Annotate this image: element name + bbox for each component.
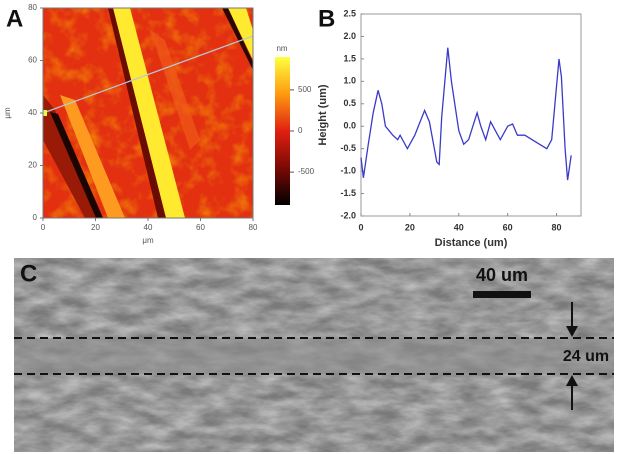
y-tick-label: 40 [28, 108, 37, 117]
y-tick-label: -2.0 [340, 210, 356, 220]
y-tick-label: 0 [33, 213, 38, 222]
y-tick-label: 0.0 [343, 121, 356, 131]
x-tick-label: 0 [358, 222, 363, 232]
x-axis-label: Distance (um) [435, 237, 508, 249]
y-tick-label: 2.5 [343, 8, 356, 18]
panel-label: A [6, 5, 23, 32]
y-tick-label: 80 [28, 3, 37, 12]
colorbar-tick-label: -500 [298, 167, 315, 176]
y-tick-label: 0.5 [343, 98, 356, 108]
y-axis-label: Height (um) [317, 84, 329, 145]
x-tick-label: 40 [454, 222, 464, 232]
sem-image [14, 258, 614, 452]
panel-label: C [20, 260, 37, 287]
y-axis-label: μm [3, 107, 12, 119]
colorbar [275, 57, 290, 205]
y-tick-label: -1.5 [340, 188, 356, 198]
colorbar-label: nm [276, 44, 287, 53]
line-series [360, 47, 572, 181]
x-tick-label: 80 [552, 222, 562, 232]
plot-frame [360, 13, 582, 217]
x-tick-label: 60 [503, 222, 513, 232]
afm-image [43, 8, 253, 218]
y-tick-label: 2.0 [343, 31, 356, 41]
x-tick-label: 40 [144, 223, 153, 232]
colorbar-tick-label: 0 [298, 126, 303, 135]
y-tick-label: 1.5 [343, 53, 356, 63]
panel-label: B [318, 5, 335, 32]
y-tick-label: 1.0 [343, 76, 356, 86]
colorbar-tick-label: 500 [298, 85, 312, 94]
x-tick-label: 20 [405, 222, 415, 232]
x-axis-label: μm [142, 236, 154, 245]
y-tick-label: -1.0 [340, 165, 356, 175]
x-tick-label: 80 [249, 223, 258, 232]
measurement-label: 24 um [563, 348, 609, 365]
x-tick-label: 60 [196, 223, 205, 232]
x-tick-label: 0 [41, 223, 46, 232]
y-tick-label: -0.5 [340, 143, 356, 153]
scale-bar-label: 40 um [476, 265, 528, 285]
x-tick-label: 20 [91, 223, 100, 232]
y-tick-label: 20 [28, 161, 37, 170]
y-tick-label: 60 [28, 56, 37, 65]
